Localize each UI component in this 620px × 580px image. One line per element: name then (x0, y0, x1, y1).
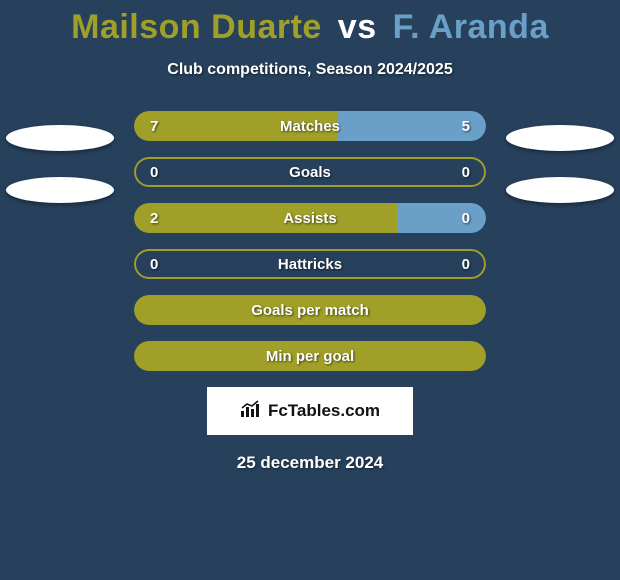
stat-label: Matches (134, 111, 486, 141)
stat-row: 00Goals (134, 157, 486, 187)
player1-name: Mailson Duarte (71, 8, 322, 46)
comparison-card: Mailson Duarte vs F. Aranda Club competi… (0, 0, 620, 580)
stat-label: Goals (134, 157, 486, 187)
player1-photo-placeholder (6, 177, 114, 203)
title-vs: vs (338, 8, 377, 46)
snapshot-date: 25 december 2024 (0, 453, 620, 473)
player2-name: F. Aranda (393, 8, 549, 46)
stat-label: Hattricks (134, 249, 486, 279)
stat-row: 20Assists (134, 203, 486, 233)
player1-photo-placeholder (6, 125, 114, 151)
stat-row: 00Hattricks (134, 249, 486, 279)
subtitle: Club competitions, Season 2024/2025 (0, 61, 620, 79)
stat-row: Goals per match (134, 295, 486, 325)
player2-photo-placeholder (506, 177, 614, 203)
chart-icon (240, 400, 262, 423)
stats-section: 75Matches 00Goals 20Assists 00Hattricks Goal… (134, 111, 486, 371)
stat-label: Goals per match (134, 295, 486, 325)
stat-label: Min per goal (134, 341, 486, 371)
brand-text: FcTables.com (268, 401, 380, 421)
player2-photo-placeholder (506, 125, 614, 151)
stat-row: Min per goal (134, 341, 486, 371)
stat-row: 75Matches (134, 111, 486, 141)
brand-badge: FcTables.com (207, 387, 413, 435)
page-title: Mailson Duarte vs F. Aranda (0, 0, 620, 47)
stat-label: Assists (134, 203, 486, 233)
